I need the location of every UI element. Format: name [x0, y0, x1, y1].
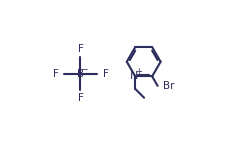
Text: F: F: [78, 93, 83, 103]
Text: −: −: [80, 64, 87, 73]
Text: F: F: [103, 69, 108, 78]
Text: F: F: [78, 44, 83, 54]
Text: F: F: [53, 69, 58, 78]
Text: +: +: [135, 67, 142, 76]
Text: N: N: [130, 71, 139, 81]
Text: Br: Br: [163, 81, 174, 91]
Text: B: B: [77, 69, 84, 78]
